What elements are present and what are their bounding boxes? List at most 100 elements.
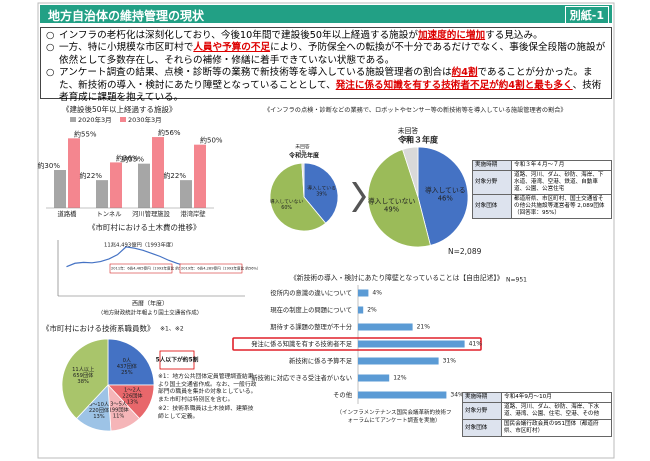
source: （地方財政統計年報より国土交通省作成） bbox=[98, 309, 202, 317]
bar bbox=[358, 391, 447, 399]
table-cell: 都道府県、市区町村、国土交通省その他公共施設等運営者等 2,089団体（回答率：… bbox=[511, 194, 612, 219]
bar bbox=[358, 289, 369, 297]
notes: ※1：地方公共団体定員管理調査結果より国土交通省作成。なお、一般行政部門の職員を… bbox=[158, 374, 258, 423]
pie-slice bbox=[269, 162, 327, 232]
value-label: 31% bbox=[443, 358, 457, 365]
text: であることが分かった。また、新技術の導入・検討にあたり障壁となっていることとして… bbox=[59, 67, 593, 91]
pie-slice bbox=[402, 146, 419, 198]
table-cell: 令和4年9月〜10月 bbox=[501, 392, 612, 403]
bullet: ○ アンケート調査の結果、点検・診断等の業務で新技術等を導入している施設管理者の割… bbox=[46, 67, 606, 104]
annotation: 2019年：6兆4,289億円（1993年度比 約56%） bbox=[181, 266, 261, 271]
value-label: 41% bbox=[469, 341, 483, 348]
table-cell: 道路、河川、ダム、砂防、海岸、下水道、港湾、公園、住宅、空港、その他 bbox=[501, 402, 612, 420]
table-row: 実施時期 令和4年9月〜10月 bbox=[462, 392, 612, 403]
pie-label-line: 38% bbox=[77, 379, 89, 385]
arrow bbox=[352, 182, 366, 212]
table-row: 対象団体 国民会議行政会員の951団体（都道府県、市区町村） bbox=[462, 419, 612, 437]
x-tick-label: 河川管理施設 bbox=[132, 209, 170, 218]
category-label: 新技術に係る予算不足 bbox=[289, 356, 353, 365]
pie-label: 3〜5人 199団体 11% bbox=[108, 400, 129, 419]
pie-label-line: 未回答 bbox=[398, 126, 419, 135]
bar bbox=[358, 306, 364, 314]
category-label: 現在の制度上の問題について bbox=[270, 305, 352, 314]
text: により、予防保全への転換が不十分であるだけでなく、事後保全段階の施設が依然として… bbox=[59, 42, 606, 66]
value-label: 約50% bbox=[200, 136, 223, 145]
pie-label-line: 未回答 bbox=[295, 143, 310, 150]
chart-title-note: ※1、※2 bbox=[160, 326, 184, 333]
info-table: 実施時期 令和4年9月〜10月 対象分野 道路、河川、ダム、砂防、海岸、下水道、港湾、… bbox=[462, 392, 612, 437]
text: する見込み。 bbox=[485, 30, 543, 41]
pie-label: 6〜10人 220団体 13% bbox=[89, 401, 110, 420]
pie-label: 導入していない 49% bbox=[368, 197, 416, 214]
pie-label-line: 1〜2人 bbox=[124, 386, 141, 393]
n-label: N=951 bbox=[506, 277, 527, 284]
pie-title: 令和元年度 bbox=[288, 152, 320, 160]
chart-title: 《市町村における土木費の推移》 bbox=[88, 222, 201, 232]
bar bbox=[138, 163, 150, 208]
category-label: 発注に係る知識を有する技術者不足 bbox=[251, 339, 352, 348]
category-label: その他 bbox=[333, 390, 353, 399]
pie-label-line: 導入している bbox=[425, 186, 466, 195]
table-cell: 国民会議行政会員の951団体（都道府県、市区町村） bbox=[501, 419, 612, 437]
info-table: 実施時期 令和３年４月〜７月 対象分野 道路、河川、ダム、砂防、海岸、下水道、港湾、空… bbox=[472, 160, 612, 219]
pie-label: 導入している 46% bbox=[425, 186, 466, 203]
frame bbox=[37, 2, 615, 459]
table-cell: 実施時期 bbox=[472, 160, 512, 171]
callout-box bbox=[159, 350, 195, 370]
value-label: 約22% bbox=[79, 171, 102, 180]
table-cell: 実施時期 bbox=[462, 392, 502, 403]
legend-swatch bbox=[120, 117, 126, 122]
value-label: 34% bbox=[450, 392, 464, 399]
table-cell: 対象団体 bbox=[472, 194, 512, 219]
value-label: 約36% bbox=[116, 153, 139, 162]
x-axis-label: 西暦（年度） bbox=[132, 300, 168, 308]
bullet-text: インフラの老朽化は深刻化しており、今後10年間で建設後50年以上経過する施設が加… bbox=[59, 30, 543, 42]
pie-label: 11人以上 659団体 38% bbox=[72, 365, 94, 385]
emphasis-text: 発注に係る知識を有する技術者不足が約4割と最も多く bbox=[335, 79, 573, 91]
note-line: ※2：技術系職員は土木技師、建築技師として定義。 bbox=[158, 406, 254, 420]
bar bbox=[68, 138, 80, 208]
note-line: ※1：地方公共団体定員管理調査結果より国土交通省作成。なお、一般行政部門の職員を… bbox=[158, 374, 257, 403]
annotation: 11兆4,493億円（1993年度） bbox=[104, 241, 176, 249]
callout: 5人以下が約5割 bbox=[156, 356, 199, 364]
pie-label: 未回答 5% bbox=[398, 126, 419, 143]
chart-title: 《市町村における技術系職員数》 bbox=[42, 323, 155, 333]
bullet-marker: ○ bbox=[46, 42, 55, 54]
emphasis-text: 約4割 bbox=[451, 67, 478, 79]
table-cell: 道路、河川、ダム、砂防、海岸、下水道、港湾、空港、鉄道、自動車道、公園、公営住宅 bbox=[511, 170, 612, 195]
table-cell: 令和３年４月〜７月 bbox=[511, 160, 612, 171]
bullet: ○ 一方、特に小規模な市区町村で人員や予算の不足により、予防保全への転換が不十分で… bbox=[46, 42, 606, 67]
pie-label: 導入している 39% bbox=[307, 184, 336, 197]
pie-label-line: 6〜10人 bbox=[89, 401, 109, 408]
value-label: 4% bbox=[372, 290, 382, 297]
pie-slice bbox=[367, 148, 431, 248]
pie-label-line: 11人以上 bbox=[72, 365, 94, 373]
bar bbox=[358, 374, 390, 382]
pie-label-line: 導入していない bbox=[368, 197, 416, 206]
table-row: 実施時期 令和３年４月〜７月 bbox=[472, 160, 612, 171]
pie-label-line: 13% bbox=[127, 399, 139, 405]
pie-label-line: 5% bbox=[403, 135, 414, 143]
value-label: 約35% bbox=[121, 155, 144, 164]
pie-label-line: 226団体 bbox=[122, 391, 143, 399]
pie-slice bbox=[303, 162, 339, 224]
value-label: 12% bbox=[393, 375, 407, 382]
bullets: ○ インフラの老朽化は深刻化しており、今後10年間で建設後50年以上経過する施設が… bbox=[40, 27, 612, 103]
header-title: 地方自治体の維持管理の現状 bbox=[48, 9, 205, 23]
table-cell: 対象団体 bbox=[462, 419, 502, 437]
pie-label-line: 60% bbox=[281, 204, 292, 210]
table-row: 対象分野 道路、河川、ダム、砂防、海岸、下水道、港湾、空港、鉄道、自動車道、公園、… bbox=[472, 170, 612, 195]
header-tag: 別紙-1 bbox=[564, 6, 609, 24]
bar bbox=[180, 180, 192, 208]
pie-label-line: 導入している bbox=[307, 184, 336, 191]
pie-label-line: 39% bbox=[316, 191, 327, 197]
header: 地方自治体の維持管理の現状 別紙-1 bbox=[40, 5, 612, 24]
bullet-marker: ○ bbox=[46, 30, 55, 41]
pie-label: 未回答 1% bbox=[295, 143, 310, 156]
pie-title: 令和３年度 bbox=[397, 135, 439, 145]
source: （インフラメンテナンス国民会議革新的技術フォーラムにてアンケート調査を実施） bbox=[336, 410, 452, 424]
category-label: 新技術に対応できる受注者がいない bbox=[251, 373, 352, 382]
bar bbox=[358, 340, 465, 348]
legend-swatch bbox=[70, 117, 76, 122]
